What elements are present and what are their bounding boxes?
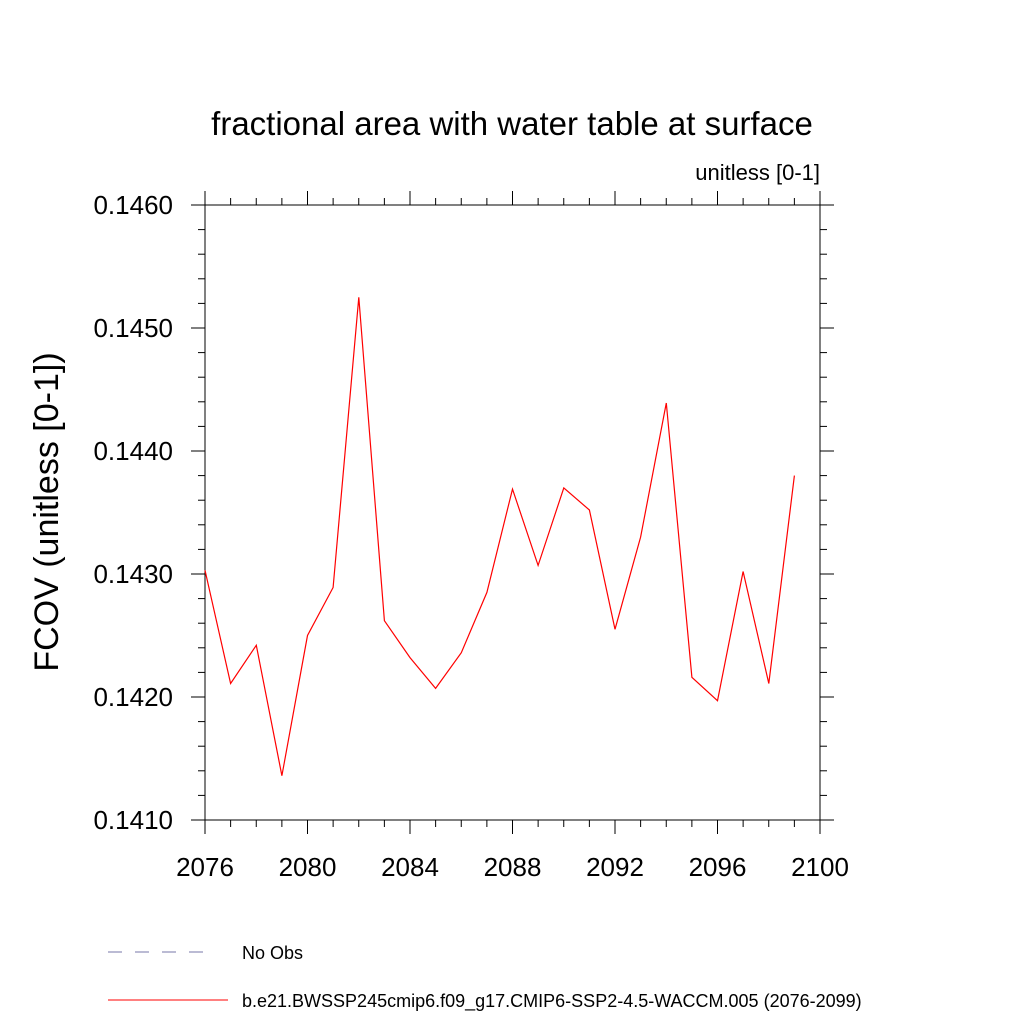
- series-group: [204, 297, 795, 776]
- legend-label: b.e21.BWSSP245cmip6.f09_g17.CMIP6-SSP2-4…: [242, 991, 862, 1012]
- legend: No Obs b.e21.BWSSP245cmip6.f09_g17.CMIP6-…: [108, 943, 862, 1012]
- x-tick-label: 2092: [586, 852, 644, 882]
- y-tick-label: 0.1450: [93, 313, 173, 343]
- series-line: [204, 297, 795, 776]
- y-tick-label: 0.1440: [93, 436, 173, 466]
- y-tick-label: 0.1430: [93, 559, 173, 589]
- x-tick-label: 2084: [381, 852, 439, 882]
- x-tick-label: 2096: [689, 852, 747, 882]
- axis-ticks: [191, 191, 834, 834]
- legend-label: No Obs: [242, 943, 303, 963]
- y-tick-label: 0.1420: [93, 682, 173, 712]
- x-tick-label: 2100: [791, 852, 849, 882]
- x-tick-label: 2088: [484, 852, 542, 882]
- x-tick-label: 2080: [279, 852, 337, 882]
- y-axis-label: FCOV (unitless [0-1]): [28, 352, 66, 671]
- units-label: unitless [0-1]: [695, 160, 820, 185]
- y-tick-label: 0.1410: [93, 805, 173, 835]
- tick-labels: 2076 2080 2084 2088 2092 2096 2100 0.1410 0.1420…: [93, 190, 848, 882]
- chart-title: fractional area with water table at surf…: [211, 105, 813, 142]
- y-tick-label: 0.1460: [93, 190, 173, 220]
- x-tick-label: 2076: [176, 852, 234, 882]
- plot-frame: [204, 204, 821, 821]
